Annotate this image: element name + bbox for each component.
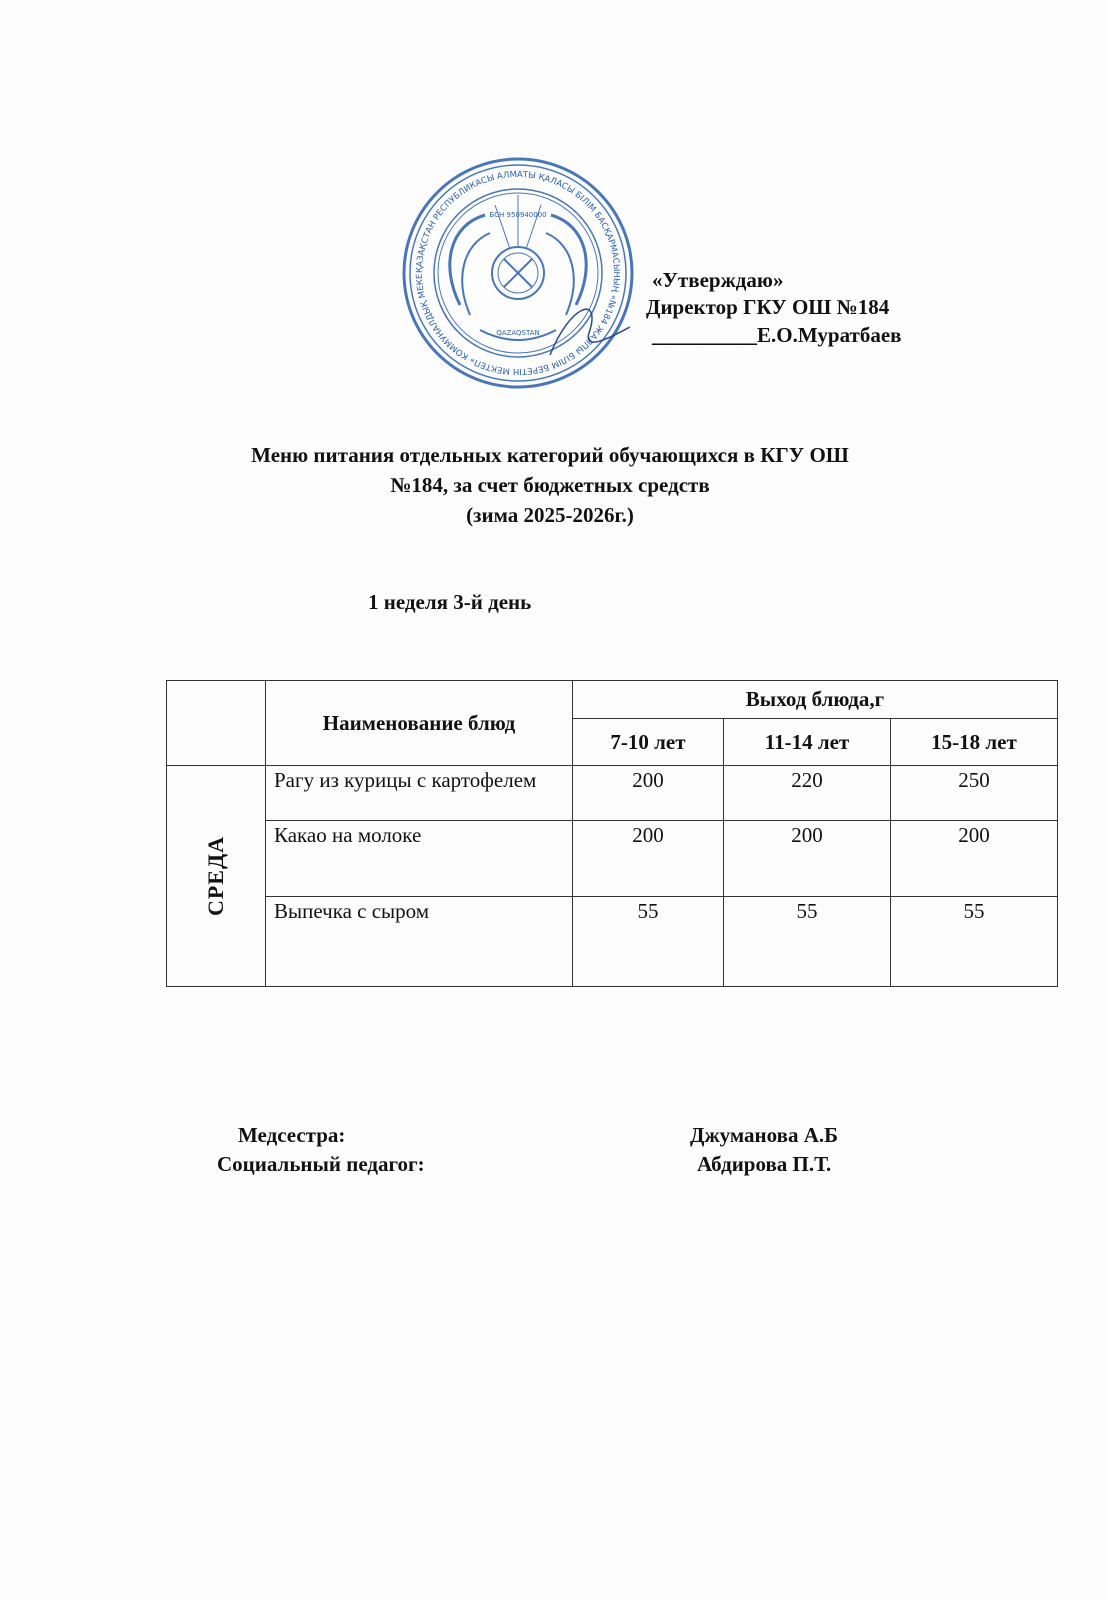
yield-value: 55 [890, 896, 1058, 987]
signature-line: __________ [652, 323, 757, 347]
header-age: 7-10 лет [572, 718, 724, 766]
table-row: Выпечка с сыром 55 55 55 [167, 896, 1058, 987]
table-row: Какао на молоке 200 200 200 [167, 820, 1058, 897]
empty-header-cell [166, 680, 266, 766]
dish-name: Рагу из курицы с картофелем [265, 765, 573, 821]
signature-name: Джуманова А.Б [690, 1123, 839, 1147]
signature-role: Социальный педагог: [217, 1152, 425, 1176]
table-row: СРЕДА Рагу из курицы с картофелем 200 22… [166, 765, 1058, 987]
document-title: Меню питания отдельных категорий обучающ… [150, 440, 950, 530]
official-stamp: QAZAQSTAN ҚАЗАҚСТАН РЕСПУБЛИКАСЫ АЛМАТЫ … [400, 155, 634, 389]
yield-value: 200 [890, 820, 1058, 897]
yield-value: 200 [723, 820, 891, 897]
header-dish: Наименование блюд [265, 680, 573, 766]
approval-position: Директор ГКУ ОШ №184 [646, 295, 890, 319]
svg-text:QAZAQSTAN: QAZAQSTAN [496, 329, 539, 337]
header-age: 11-14 лет [723, 718, 891, 766]
svg-text:БСН 950940000: БСН 950940000 [489, 211, 546, 219]
approval-label: «Утверждаю» [652, 268, 784, 292]
header-yield: Выход блюда,г [572, 680, 1058, 719]
yield-value: 55 [723, 896, 891, 987]
dish-name: Выпечка с сыром [265, 896, 573, 987]
yield-value: 55 [572, 896, 724, 987]
signature-name: Абдирова П.Т. [697, 1152, 832, 1176]
director-name: Е.О.Муратбаев [757, 323, 902, 347]
title-line: (зима 2025-2026г.) [466, 503, 634, 527]
yield-value: 220 [723, 765, 891, 821]
header-age: 15-18 лет [890, 718, 1058, 766]
day-cell: СРЕДА [166, 765, 266, 987]
approval-signature: __________Е.О.Муратбаев [652, 323, 902, 348]
yield-value: 250 [890, 765, 1058, 821]
menu-table: Наименование блюд Выход блюда,г 7-10 лет… [166, 680, 1058, 987]
day-label: СРЕДА [203, 835, 228, 917]
signature-role: Медсестра: [238, 1123, 346, 1147]
title-line: №184, за счет бюджетных средств [390, 473, 710, 497]
yield-value: 200 [572, 765, 724, 821]
week-day-subtitle: 1 неделя 3-й день [368, 590, 532, 614]
yield-value: 200 [572, 820, 724, 897]
signature-scribble [549, 308, 631, 356]
dish-name: Какао на молоке [265, 820, 573, 897]
title-line: Меню питания отдельных категорий обучающ… [251, 443, 849, 467]
